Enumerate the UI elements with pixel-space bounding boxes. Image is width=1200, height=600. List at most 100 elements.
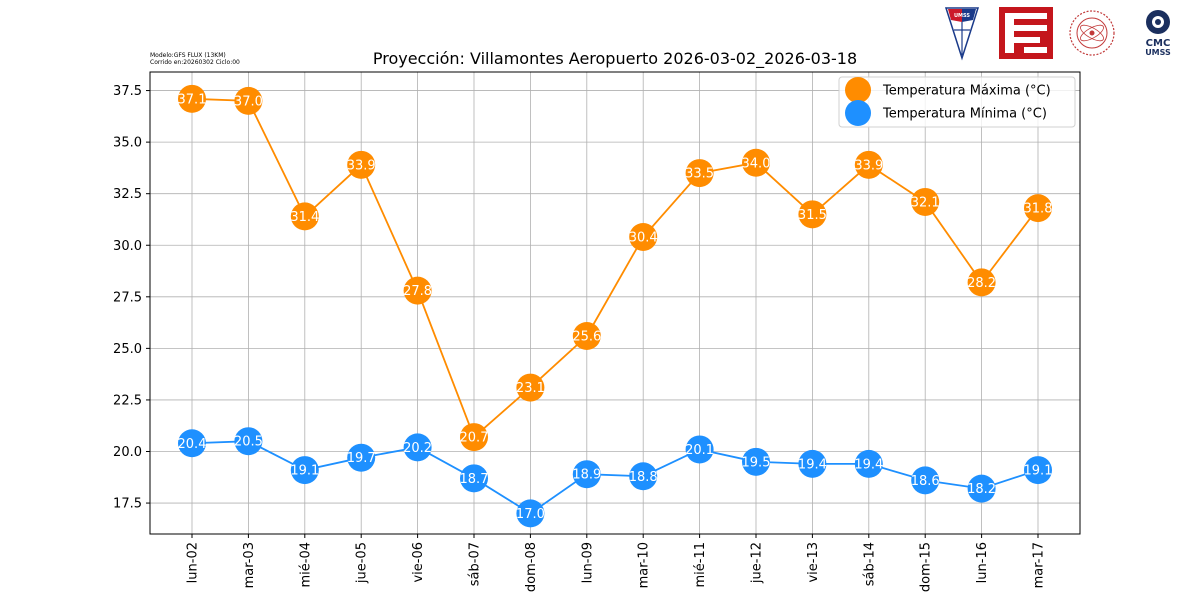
x-tick-label: mar-10 bbox=[637, 542, 652, 588]
data-point bbox=[290, 202, 319, 231]
x-tick-label: sáb-14 bbox=[862, 542, 877, 586]
data-label: 37.1 bbox=[178, 92, 207, 107]
engineering-faculty-logo bbox=[999, 7, 1053, 59]
x-tick-label: lun-16 bbox=[975, 542, 990, 583]
x-tick-label: lun-02 bbox=[186, 542, 201, 583]
data-point bbox=[460, 464, 488, 493]
y-tick-label: 22.5 bbox=[113, 393, 142, 408]
data-point bbox=[347, 150, 376, 179]
data-label: 30.4 bbox=[629, 231, 658, 246]
data-point bbox=[460, 423, 488, 452]
y-tick-label: 27.5 bbox=[113, 290, 142, 305]
x-tick-label: mié-11 bbox=[693, 542, 708, 588]
legend-label: Temperatura Máxima (°C) bbox=[882, 84, 1051, 99]
data-point bbox=[1024, 456, 1052, 485]
data-point bbox=[347, 443, 376, 472]
model-label: Modelo:GFS FLUX (13KM) bbox=[150, 52, 226, 59]
data-label: 19.5 bbox=[742, 455, 771, 470]
data-label: 33.9 bbox=[347, 158, 376, 173]
run-label: Corrido en:20260302 Ciclo:00 bbox=[150, 59, 240, 66]
data-point bbox=[516, 373, 545, 402]
legend: Temperatura Máxima (°C) Temperatura Mínim… bbox=[838, 76, 1076, 128]
legend-box bbox=[838, 76, 1076, 128]
series-line bbox=[191, 440, 1039, 515]
y-tick-label: 25.0 bbox=[113, 342, 142, 357]
y-tick-label: 20.0 bbox=[113, 445, 142, 460]
data-label: 31.4 bbox=[290, 210, 319, 225]
data-label: 20.5 bbox=[234, 435, 263, 450]
data-label: 28.2 bbox=[967, 276, 996, 291]
data-label: 37.0 bbox=[234, 94, 263, 109]
data-point bbox=[854, 150, 883, 179]
chart-title: Proyección: Villamontes Aeropuerto 2026-… bbox=[373, 49, 857, 69]
logos: UMSS CMC UMSS bbox=[944, 7, 1171, 61]
y-tick-label: 32.5 bbox=[113, 187, 142, 202]
data-label: 31.5 bbox=[798, 208, 827, 223]
data-point bbox=[911, 187, 940, 216]
data-point bbox=[798, 449, 827, 478]
x-tick-label: mar-03 bbox=[242, 542, 257, 588]
x-tick-label: vie-13 bbox=[806, 542, 821, 583]
data-label: 25.6 bbox=[572, 330, 601, 345]
x-tick-label: dom-08 bbox=[524, 542, 539, 592]
data-label: 19.1 bbox=[290, 464, 319, 479]
data-point bbox=[516, 499, 545, 528]
x-tick-label: mar-17 bbox=[1032, 542, 1047, 588]
data-label: 27.8 bbox=[403, 284, 432, 299]
data-point bbox=[798, 200, 827, 229]
data-label: 19.4 bbox=[854, 457, 883, 472]
data-point bbox=[234, 427, 263, 456]
data-point bbox=[685, 435, 714, 464]
data-point bbox=[178, 429, 206, 458]
data-label: 32.1 bbox=[911, 195, 940, 210]
data-label: 18.2 bbox=[967, 482, 996, 497]
data-point bbox=[854, 449, 883, 478]
data-label: 18.8 bbox=[629, 470, 658, 485]
data-point bbox=[234, 86, 263, 115]
data-label: 19.1 bbox=[1024, 464, 1053, 479]
data-point bbox=[742, 148, 770, 177]
umss-shield-logo: UMSS bbox=[944, 7, 980, 61]
data-point bbox=[967, 268, 996, 297]
y-tick-label: 30.0 bbox=[113, 239, 142, 254]
axes: 17.5 20.0 22.5 25.0 27.5 30.0 32.5 35.0 37.5 lun-… bbox=[113, 71, 1081, 592]
data-label: 20.7 bbox=[460, 431, 489, 446]
data-label: 33.5 bbox=[685, 167, 714, 182]
x-tick-label: sáb-07 bbox=[468, 542, 483, 586]
cmc-umss-logo: CMC UMSS bbox=[1145, 10, 1171, 57]
svg-text:CMC: CMC bbox=[1146, 38, 1171, 49]
y-tick-label: 37.5 bbox=[113, 84, 142, 99]
series-1: 20.4 20.5 19.1 19.7 20.2 18.7 17.0 18.9 18.8 20.1… bbox=[178, 427, 1053, 528]
x-tick-label: vie-06 bbox=[411, 542, 426, 583]
data-point bbox=[967, 474, 996, 503]
data-label: 31.8 bbox=[1024, 202, 1053, 217]
svg-text:UMSS: UMSS bbox=[1145, 48, 1171, 57]
data-label: 20.2 bbox=[403, 441, 432, 456]
x-tick-label: dom-15 bbox=[919, 542, 934, 592]
x-tick-label: mié-04 bbox=[298, 542, 313, 588]
data-label: 18.6 bbox=[911, 474, 940, 489]
legend-label: Temperatura Mínima (°C) bbox=[882, 107, 1047, 122]
science-faculty-seal-logo bbox=[1069, 10, 1115, 56]
data-label: 18.7 bbox=[460, 472, 489, 487]
legend-marker bbox=[845, 100, 871, 126]
data-point bbox=[629, 462, 658, 491]
data-point bbox=[1024, 194, 1052, 223]
data-label: 20.4 bbox=[178, 437, 207, 452]
legend-marker bbox=[845, 77, 871, 103]
data-label: 18.9 bbox=[572, 468, 601, 483]
data-label: 33.9 bbox=[854, 158, 883, 173]
series-layer: 37.1 37.0 31.4 33.9 27.8 20.7 23.1 25.6 30.4 33.5… bbox=[178, 84, 1053, 528]
x-tick-label: jue-12 bbox=[750, 542, 765, 584]
data-point bbox=[572, 322, 601, 350]
data-label: 20.1 bbox=[685, 443, 714, 458]
data-point bbox=[629, 223, 658, 251]
y-tick-label: 35.0 bbox=[113, 136, 142, 151]
data-point bbox=[178, 84, 206, 113]
data-point bbox=[742, 447, 770, 476]
data-point bbox=[685, 159, 714, 188]
data-point bbox=[572, 460, 601, 489]
data-label: 23.1 bbox=[516, 381, 545, 396]
data-point bbox=[403, 276, 432, 305]
